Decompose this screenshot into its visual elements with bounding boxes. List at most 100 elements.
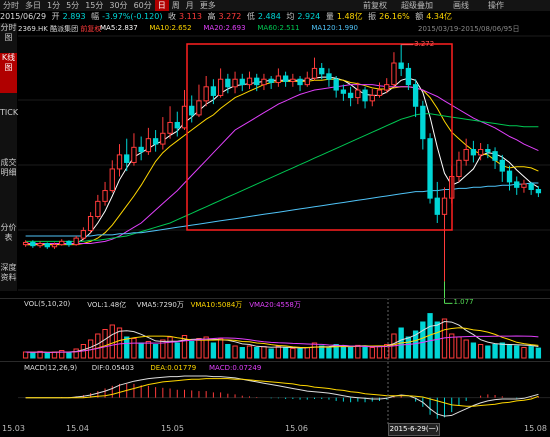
high-value: 3.272 (218, 12, 242, 21)
tab-fenshi[interactable]: 分时 (3, 1, 19, 10)
overlay-button[interactable]: 超级叠加 (401, 1, 433, 10)
candle-body (174, 121, 180, 129)
change-value: -3.97%(-0.120) (102, 12, 163, 21)
candle-body (463, 148, 469, 161)
candle-body (37, 243, 43, 247)
operate-button[interactable]: 操作 (488, 1, 504, 10)
candle-body (398, 62, 404, 69)
volume-bar (167, 336, 173, 359)
adjust-button[interactable]: 前复权 (363, 1, 387, 10)
volume-bar (37, 350, 43, 359)
quote-bar: 2015/06/29 开 2.893 幅 -3.97%(-0.120) 收 3.113… (0, 11, 550, 23)
volume-bar (225, 344, 231, 359)
volume-ma-line (25, 335, 539, 353)
volume-bar (189, 341, 195, 359)
candle-body (203, 86, 209, 102)
volume-legend-item: VMA5:7290万 (136, 301, 184, 309)
tab-price-table[interactable]: 分价表 (0, 223, 17, 242)
candle-body (535, 188, 542, 194)
candle-body (412, 84, 419, 107)
volume-bar (217, 338, 224, 359)
candle-body (261, 78, 267, 86)
volume-bar (304, 347, 310, 359)
tab-timeshare-chart[interactable]: 分时图 (0, 23, 17, 42)
draw-button[interactable]: 画线 (453, 1, 469, 10)
tab-more[interactable]: 更多 (199, 1, 216, 10)
candle-body (369, 94, 375, 102)
candle-body (362, 89, 368, 102)
candle-body (87, 216, 94, 232)
macd-legend-item: DIF:0.05403 (91, 364, 135, 372)
avg-label: 均 (286, 12, 295, 21)
candle-body (420, 105, 426, 140)
tab-1min[interactable]: 1分 (47, 1, 61, 10)
volume-bar (463, 339, 469, 359)
tab-week[interactable]: 周 (171, 1, 180, 10)
candle-body (304, 77, 310, 86)
candle-body (102, 190, 108, 202)
volume-bar (124, 336, 130, 359)
volume-bar (102, 329, 108, 359)
tab-trade-detail[interactable]: 成交明细 (0, 158, 17, 177)
candle-body (189, 105, 195, 116)
candle-body (456, 159, 462, 178)
x-tick-label: 15.06 (285, 424, 308, 433)
volume-bar (449, 333, 455, 359)
candle-body (311, 67, 318, 79)
volume-bar (196, 338, 202, 359)
volume-bar (30, 352, 36, 359)
tab-30min[interactable]: 30分 (109, 1, 128, 10)
open-value: 2.893 (62, 12, 86, 21)
min-price-label: 1.077 (453, 298, 474, 307)
volume-value: 1.48亿 (336, 12, 363, 21)
amplitude-value: 26.16% (379, 12, 410, 21)
candle-body (30, 241, 36, 247)
volume-label: 量 (325, 12, 334, 21)
volume-bar (174, 342, 180, 359)
candle-body (290, 78, 296, 82)
candle-body (73, 237, 79, 246)
tab-depth-info[interactable]: 深度资料 (0, 263, 17, 282)
candle-body (181, 105, 188, 129)
tab-60min[interactable]: 60分 (133, 1, 152, 10)
volume-bar (95, 333, 101, 359)
candle-body (297, 78, 303, 86)
candle-body (210, 86, 217, 96)
ma-legend-item: MA5:2.837 (100, 24, 138, 32)
ma-line-ma10 (25, 78, 539, 246)
tab-kline-chart[interactable]: K线图 (0, 53, 17, 93)
view-sidebar: 分时图 K线图 TICK 成交明细 分价表 深度资料 (0, 23, 19, 291)
high-label: 高 (207, 12, 216, 21)
period-toolbar: 分时 多日 1分 5分 15分 30分 60分日周月更多 前复权 超级叠加 画线 操作 (0, 0, 550, 11)
candle-body (51, 244, 58, 248)
macd-legend-item: MACD(12,26,9) (24, 364, 78, 372)
crosshair-date: 2015-6-29(一) (388, 423, 440, 436)
volume-bar (22, 351, 29, 359)
tab-15min[interactable]: 15分 (85, 1, 104, 10)
max-price-label: 3.272 (414, 39, 435, 48)
tab-duori[interactable]: 多日 (25, 1, 41, 10)
volume-bar (73, 348, 79, 359)
volume-legend-item: VMA20:4558万 (249, 301, 301, 309)
divider (0, 298, 550, 299)
candle-body (391, 62, 397, 86)
candle-body (246, 77, 253, 86)
tab-month[interactable]: 月 (185, 1, 194, 10)
candle-body (477, 148, 484, 156)
low-label: 低 (246, 12, 255, 21)
tab-tick[interactable]: TICK (0, 108, 19, 117)
candle-body (254, 77, 260, 86)
volume-bar (340, 345, 347, 359)
volume-bar (311, 342, 318, 359)
volume-bar (51, 351, 58, 359)
candle-body (138, 146, 144, 153)
volume-bar (138, 342, 144, 359)
candle-body (225, 78, 231, 88)
tab-5min[interactable]: 5分 (66, 1, 80, 10)
tab-day[interactable]: 日 (154, 0, 169, 11)
candle-body (80, 230, 87, 239)
volume-bar (376, 345, 383, 359)
volume-bar (66, 352, 72, 359)
candle-body (434, 197, 440, 215)
